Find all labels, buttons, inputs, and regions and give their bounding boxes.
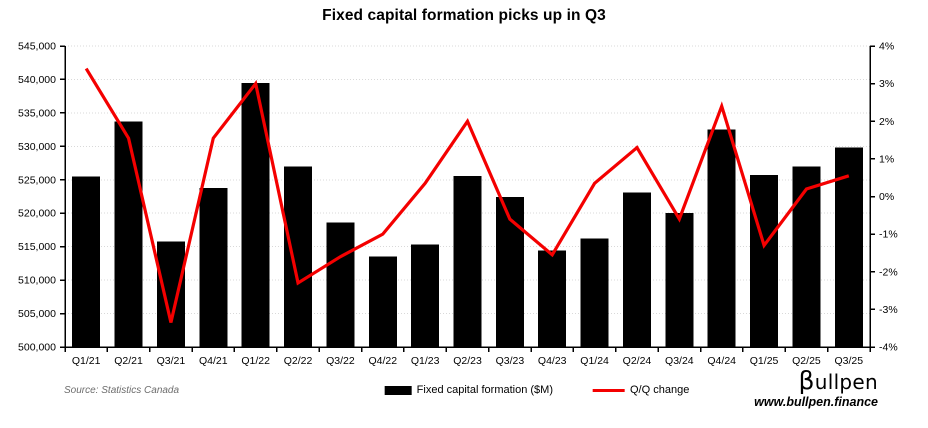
qq-change-line [84,67,850,323]
left-axis-tick-label: 535,000 [18,107,56,119]
left-axis-tick-label: 515,000 [18,241,56,253]
branding-block: βullpen www.bullpen.finance [754,366,878,410]
bar [368,256,397,347]
x-axis-tick-label: Q4/23 [538,355,567,367]
left-axis-tick-label: 520,000 [18,208,56,220]
bar [580,238,609,347]
source-note: Source: Statistics Canada [64,385,180,396]
bar [622,192,651,347]
bullpen-logo: βullpen [754,366,878,395]
x-axis-tick-label: Q4/22 [368,355,397,367]
legend-item-line: Q/Q change [593,384,689,396]
x-axis-tick-label: Q1/21 [72,355,101,367]
left-axis-tick-label: 530,000 [18,141,56,153]
x-axis-tick-label: Q1/24 [580,355,609,367]
x-axis-tick-label: Q1/25 [750,355,779,367]
x-axis-tick-label: Q4/24 [707,355,736,367]
x-axis-labels: Q1/21 Q2/21 Q3/21 Q4/21 Q1/22 Q2/22 Q3/22 Q4/22… [72,355,863,367]
right-axis-tick-label: 1% [879,153,894,165]
x-axis-tick-label: Q3/25 [835,355,864,367]
y-axis-right-labels: -4% -3% -2% -1% 0% 1% 2% 3% 4% [879,41,898,354]
logo-wordmark: ullpen [814,370,878,394]
bar [665,213,694,347]
x-axis-tick-label: Q1/23 [411,355,440,367]
legend-line-label: Q/Q change [630,384,690,396]
site-url: www.bullpen.finance [754,395,878,410]
legend-bars-label: Fixed capital formation ($M) [416,384,553,396]
x-axis-tick-label: Q2/21 [114,355,143,367]
left-axis-tick-label: 510,000 [18,275,56,287]
line-series-swatch [593,388,625,392]
right-axis-tick-label: 3% [879,78,894,90]
x-axis-tick-label: Q3/24 [665,355,694,367]
bar [284,166,313,347]
right-axis-tick-label: -2% [879,266,898,278]
bar [156,241,185,347]
left-axis-tick-label: 545,000 [18,41,56,53]
bar [495,197,524,347]
right-axis-tick-label: 2% [879,116,894,128]
bar [326,222,355,347]
bar [834,147,863,347]
bar [72,176,101,347]
right-axis-tick-label: 0% [879,191,894,203]
x-axis-tick-label: Q3/22 [326,355,355,367]
x-axis-tick-label: Q3/21 [157,355,186,367]
x-axis-tick-label: Q1/22 [241,355,270,367]
x-axis-tick-label: Q2/22 [284,355,313,367]
legend-item-bars: Fixed capital formation ($M) [384,384,553,396]
bar [707,129,736,347]
bar-series [72,82,863,348]
right-axis-tick-label: 4% [879,41,894,53]
chart-canvas: 500,000 505,000 510,000 515,000 520,000 525,0… [18,41,898,368]
chart-title: Fixed capital formation picks up in Q3 [322,7,606,24]
chart-legend: Fixed capital formation ($M) Q/Q change [384,384,689,396]
axes [60,45,875,352]
x-axis-tick-label: Q2/25 [792,355,821,367]
bar-series-swatch [384,385,412,395]
x-axis-tick-label: Q3/23 [496,355,525,367]
x-axis-tick-label: Q2/23 [453,355,482,367]
logo-beta-glyph: β [798,366,815,395]
x-axis-tick-label: Q4/21 [199,355,228,367]
y-axis-left-labels: 500,000 505,000 510,000 515,000 520,000 525,0… [18,41,56,354]
bar [199,187,228,347]
right-axis-tick-label: -1% [879,229,898,241]
right-axis-tick-label: -3% [879,304,898,316]
right-axis-tick-label: -4% [879,342,898,354]
left-axis-tick-label: 525,000 [18,174,56,186]
left-axis-tick-label: 500,000 [18,342,56,354]
bar [750,175,779,347]
x-axis-tick-label: Q2/24 [623,355,652,367]
bar [114,121,143,347]
bar [792,166,821,347]
bar [453,175,482,347]
bar [411,244,440,347]
bar [538,250,567,347]
qq-change-polyline [84,67,850,323]
left-axis-tick-label: 540,000 [18,74,56,86]
left-axis-tick-label: 505,000 [18,308,56,320]
